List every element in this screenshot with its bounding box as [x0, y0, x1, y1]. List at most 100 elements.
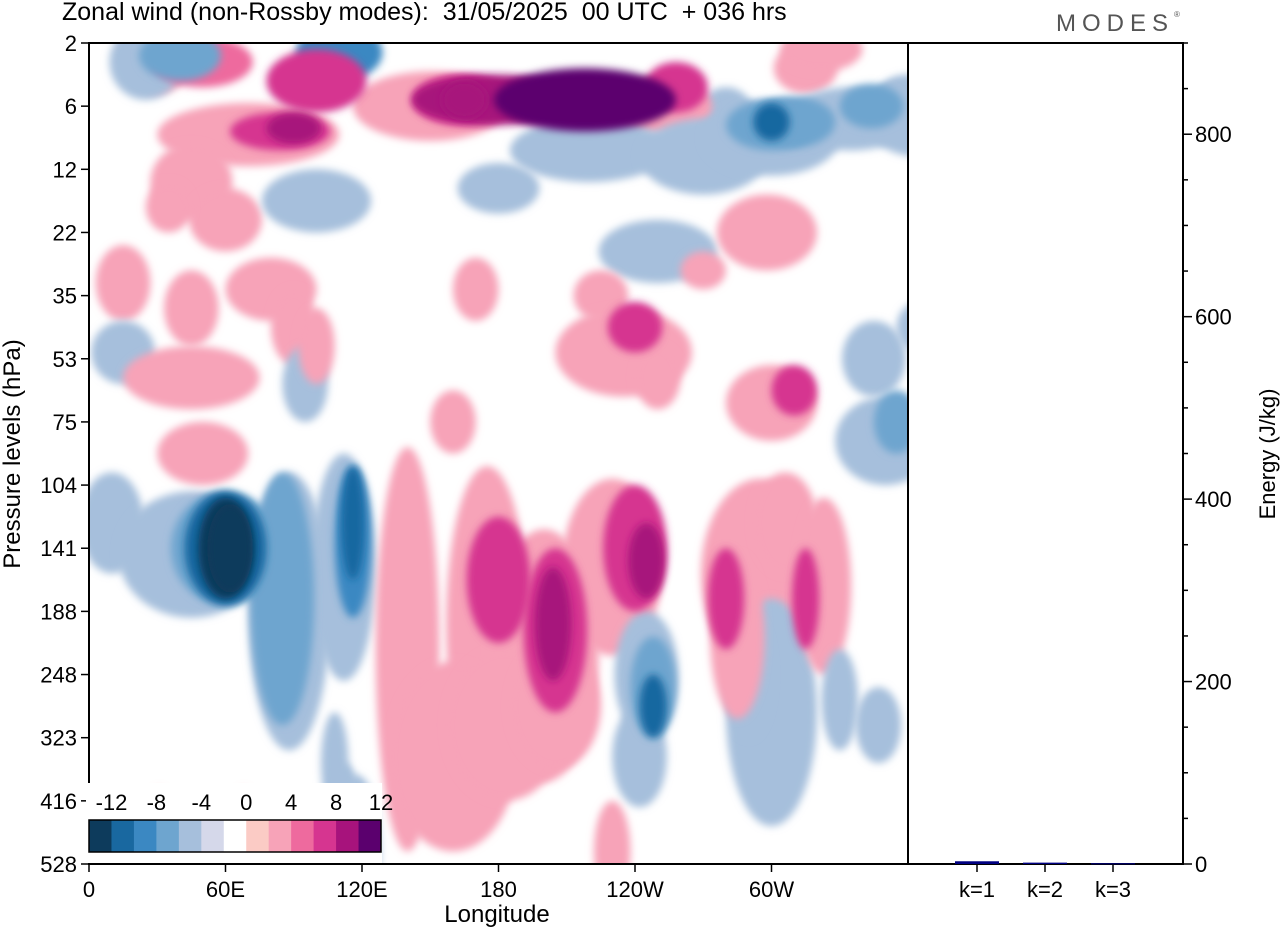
bar-panel-frame — [907, 42, 1184, 865]
x-tick-label: 120W — [606, 877, 664, 902]
positive-wind-region — [466, 516, 531, 643]
positive-wind-region — [189, 188, 262, 252]
colorbar-label: -12 — [96, 790, 128, 815]
energy-bar — [1023, 862, 1067, 864]
colorbar-label: -8 — [147, 790, 167, 815]
positive-wind-region — [771, 365, 817, 416]
negative-wind-region — [457, 162, 540, 214]
energy-bar — [1091, 863, 1135, 865]
y-tick-label: 141 — [40, 536, 77, 561]
positive-wind-region — [493, 68, 676, 132]
positive-wind-region — [164, 270, 219, 347]
positive-wind-region — [430, 390, 476, 454]
y-tick-label: 248 — [40, 663, 77, 688]
y-tick-label: 416 — [40, 789, 77, 814]
negative-wind-region — [842, 320, 906, 397]
colorbar-label: 4 — [285, 790, 297, 815]
positive-wind-region — [707, 548, 745, 650]
x-tick-label: 60E — [206, 877, 245, 902]
wind-field — [89, 43, 908, 864]
positive-wind-region — [628, 522, 665, 599]
negative-wind-region — [639, 674, 667, 738]
colorbar: -12 -8 -4 0 4 8 12 — [86, 783, 393, 863]
colorbar-frame — [88, 819, 382, 853]
colorbar-swatch — [223, 820, 247, 852]
brand-text: MODES — [1056, 10, 1175, 37]
y-tick-label: 75 — [53, 410, 77, 435]
energy-tick-label: 0 — [1195, 852, 1207, 877]
positive-wind-region — [716, 194, 817, 271]
x-tick-label: 60W — [749, 877, 794, 902]
y-axis-label: Pressure levels (hPa) — [0, 339, 26, 568]
colorbar-label: 0 — [240, 790, 252, 815]
bar-category-label: k=2 — [1027, 877, 1063, 902]
negative-wind-region — [207, 504, 253, 593]
negative-wind-region — [873, 390, 908, 454]
energy-bars — [955, 861, 1135, 865]
positive-wind-region — [680, 251, 726, 290]
x-tick-label: 0 — [83, 877, 95, 902]
positive-wind-region — [791, 548, 820, 650]
positive-wind-region — [157, 421, 249, 486]
negative-wind-region — [139, 43, 221, 81]
y-tick-label: 104 — [40, 473, 77, 498]
colorbar-swatch — [111, 820, 135, 852]
positive-wind-region — [95, 245, 151, 321]
y-tick-label: 323 — [40, 726, 77, 751]
y-tick-label: 35 — [53, 284, 77, 309]
energy-axis-label: Energy (J/kg) — [1255, 389, 1280, 520]
energy-tick-label: 200 — [1195, 670, 1232, 695]
y-tick-label: 2 — [65, 31, 77, 56]
colorbar-swatch — [246, 820, 270, 852]
x-tick-label: 180 — [480, 877, 517, 902]
positive-wind-region — [123, 346, 260, 410]
colorbar-swatch — [291, 820, 315, 852]
colorbar-swatch — [313, 820, 337, 852]
bar-category-label: k=3 — [1095, 877, 1131, 902]
colorbar-swatch — [133, 820, 157, 852]
y-tick-label: 188 — [40, 599, 77, 624]
colorbar-label: 12 — [369, 790, 393, 815]
x-tick-label: 120E — [336, 877, 387, 902]
negative-wind-region — [753, 102, 790, 141]
energy-tick-label: 800 — [1195, 122, 1232, 147]
colorbar-swatch — [89, 820, 112, 852]
positive-wind-region — [298, 308, 335, 385]
colorbar-label: -4 — [192, 790, 212, 815]
energy-tick-label: 400 — [1195, 487, 1232, 512]
colorbar-label: 8 — [330, 790, 342, 815]
positive-wind-region — [266, 49, 367, 113]
positive-wind-region — [594, 800, 631, 864]
colorbar-swatch — [178, 820, 202, 852]
positive-wind-region — [573, 270, 629, 321]
colorbar-swatch — [268, 820, 292, 852]
negative-wind-region — [261, 169, 372, 233]
negative-wind-region — [839, 84, 904, 129]
negative-wind-region — [821, 649, 858, 751]
positive-wind-region — [266, 112, 322, 145]
positive-wind-region — [534, 567, 572, 681]
positive-wind-region — [635, 346, 681, 410]
energy-tick-label: 600 — [1195, 305, 1232, 330]
axes: 0 60E 120E 180 120W 60W 2 6 12 22 35 53 75 104 141 188 2… — [40, 31, 1231, 902]
energy-bar — [955, 861, 999, 864]
x-axis-label: Longitude — [444, 901, 549, 928]
negative-wind-region — [509, 118, 670, 182]
y-tick-label: 53 — [53, 347, 77, 372]
bar-category-label: k=1 — [959, 877, 995, 902]
chart-title: Zonal wind (non-Rossby modes): 31/05/202… — [62, 0, 787, 26]
brand-logo: MODES® — [1056, 10, 1180, 37]
negative-wind-region — [855, 687, 902, 763]
y-tick-label: 528 — [40, 852, 77, 877]
colorbar-swatch — [156, 820, 180, 852]
positive-wind-region — [441, 80, 488, 119]
y-tick-label: 22 — [53, 220, 77, 245]
negative-wind-region — [896, 305, 908, 350]
y-tick-label: 6 — [65, 94, 77, 119]
positive-wind-region — [453, 257, 499, 321]
colorbar-swatch — [336, 820, 360, 852]
colorbar-swatch — [201, 820, 225, 852]
y-tick-label: 12 — [53, 157, 77, 182]
positive-wind-region — [145, 181, 192, 233]
